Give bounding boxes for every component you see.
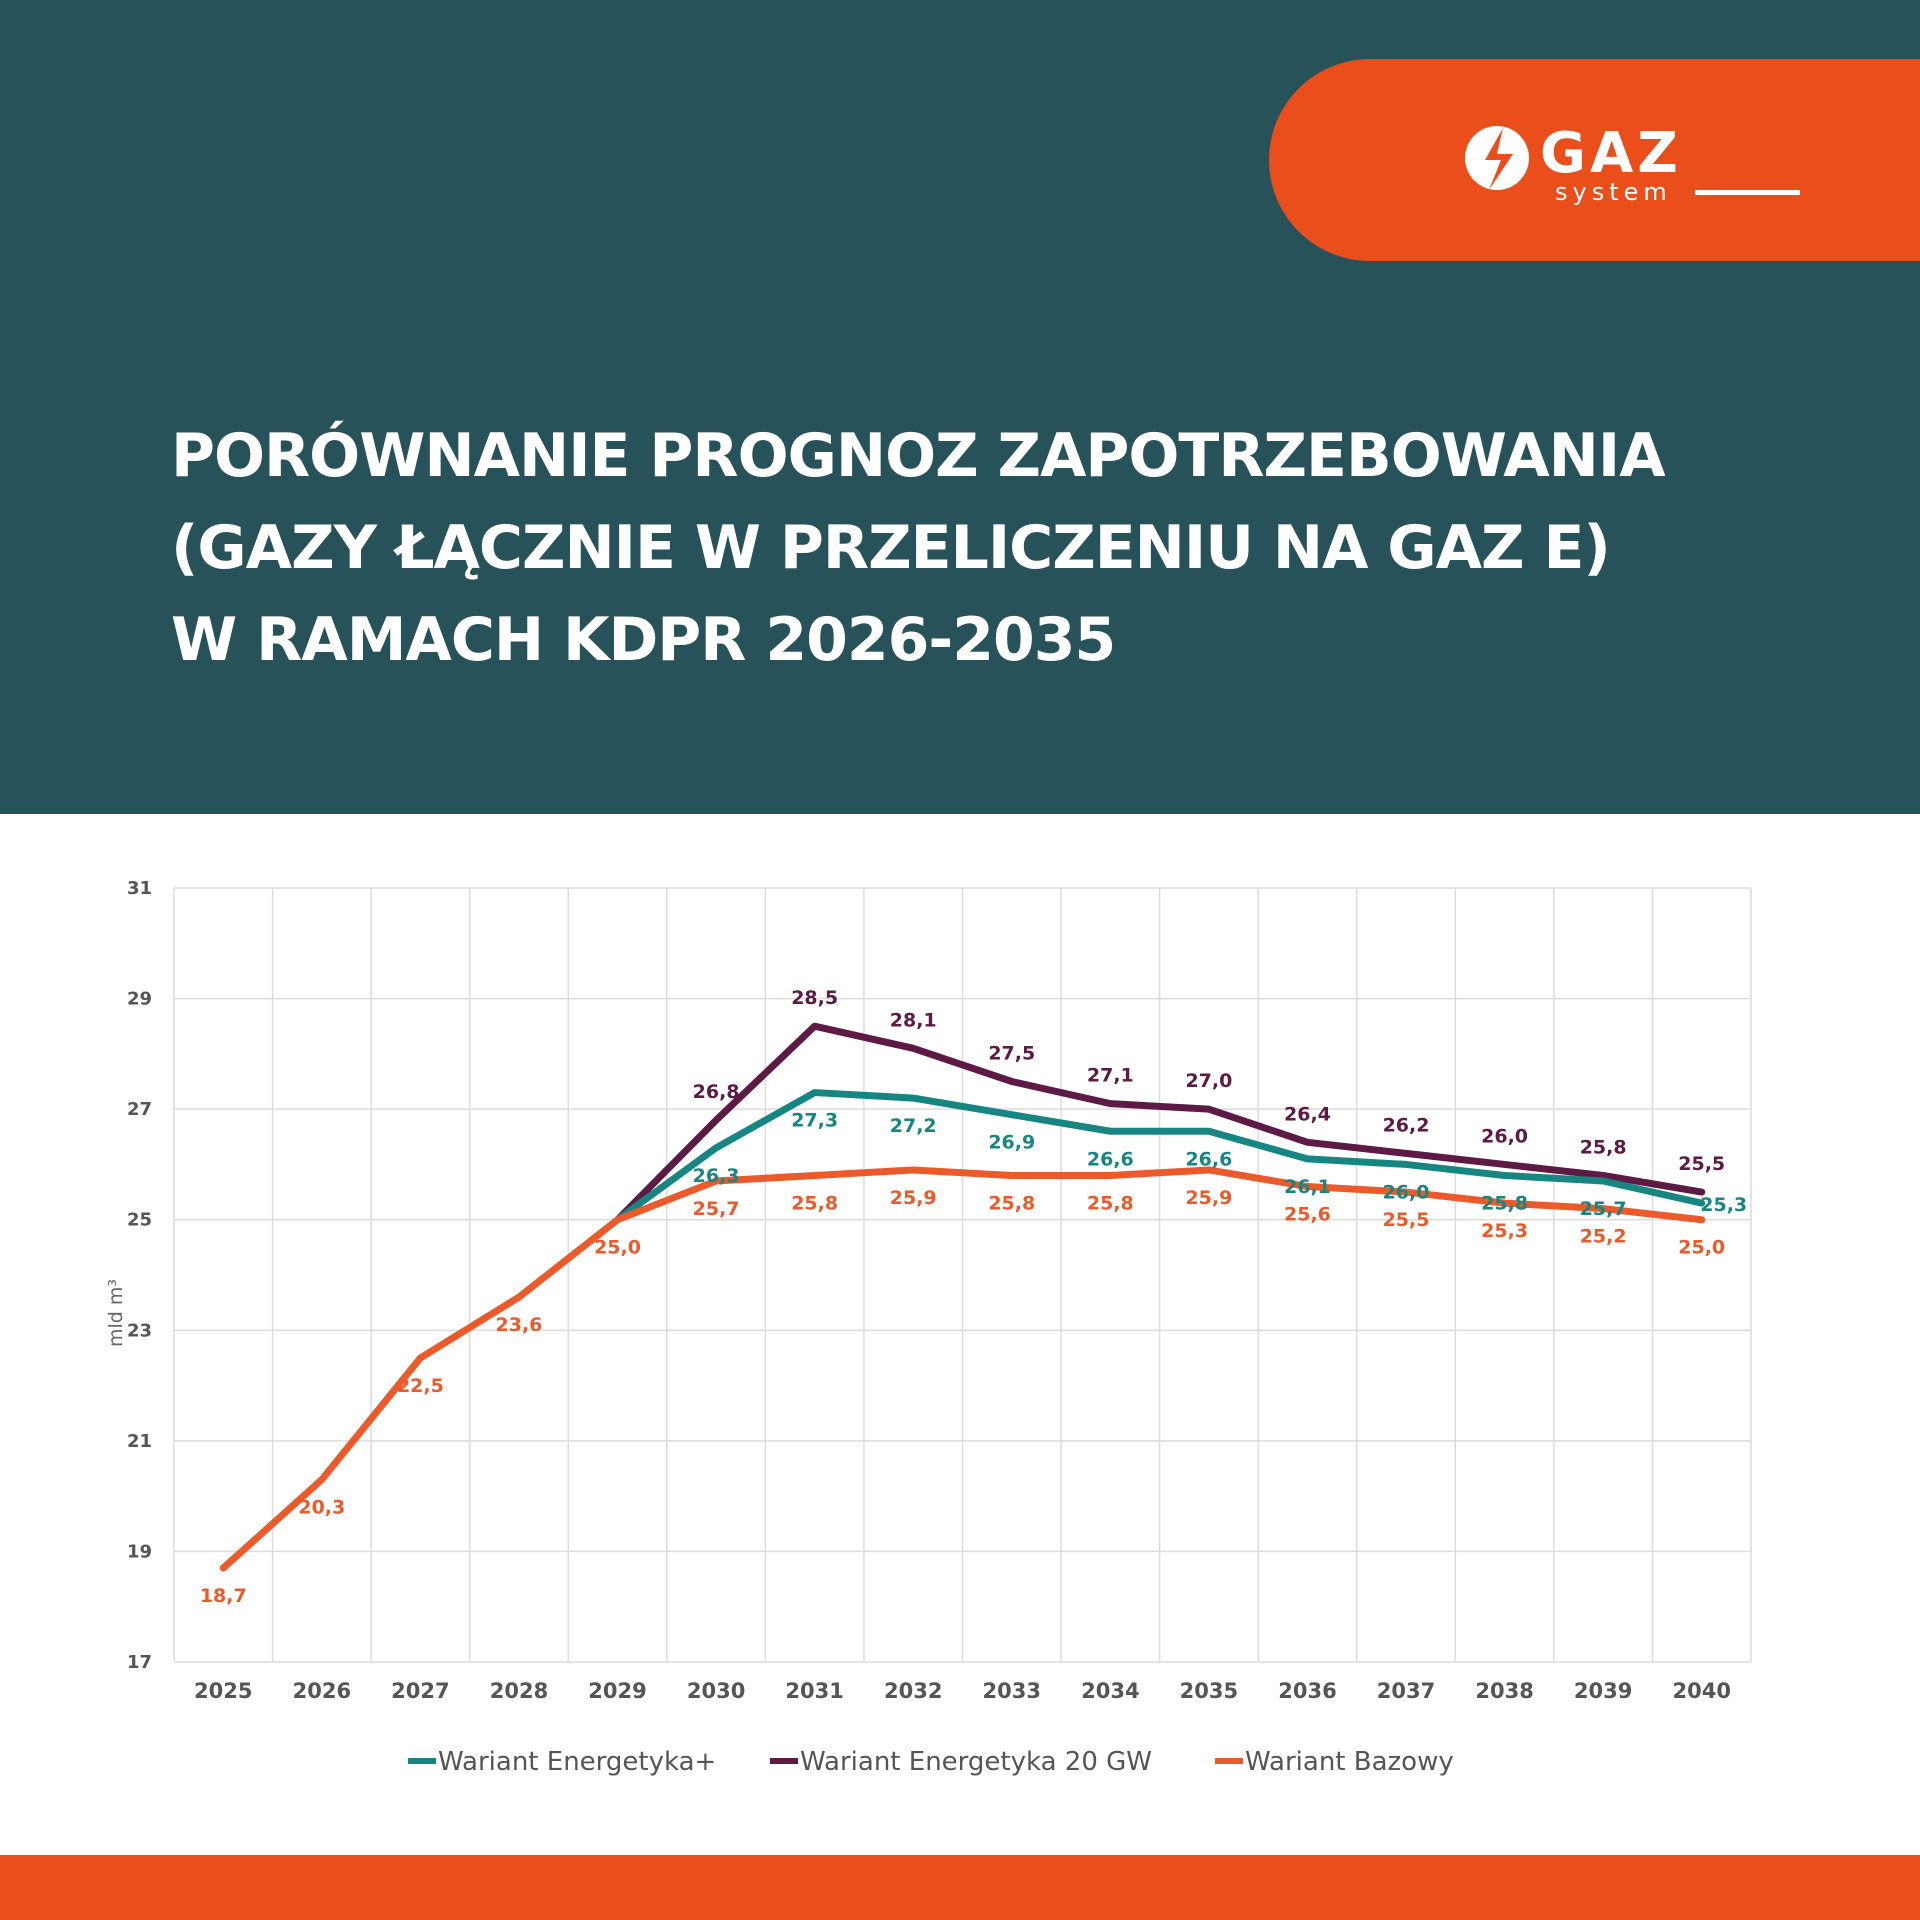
data-label: 27,5 [988,1043,1035,1065]
title-line: (GAZY ŁĄCZNIE W PRZELICZENIU NA GAZ E) [171,513,1611,583]
series-line-0 [614,1089,1706,1224]
x-tick-label: 2040 [1672,1679,1730,1703]
legend-label: Wariant Energetyka 20 GW [800,1747,1152,1777]
x-tick-label: 2034 [1081,1679,1139,1703]
x-tick-label: 2025 [194,1679,252,1703]
y-tick-label: 29 [127,989,152,1010]
data-label: 26,6 [1087,1148,1134,1170]
data-label: 27,0 [1185,1070,1232,1092]
y-tick-label: 23 [127,1320,152,1341]
x-tick-label: 2036 [1278,1679,1336,1703]
x-tick-label: 2026 [293,1679,351,1703]
x-tick-label: 2031 [785,1679,843,1703]
y-tick-label: 19 [127,1541,152,1562]
data-label: 26,4 [1284,1103,1331,1125]
data-label: 25,8 [1580,1136,1627,1158]
y-axis-label: mld m³ [105,1279,127,1347]
data-label: 25,9 [1185,1187,1232,1209]
data-label: 26,9 [988,1132,1035,1154]
data-label: 25,5 [1383,1209,1430,1231]
header-band: GAZ system PORÓWNANIE PROGNOZ ZAPOTRZEBO… [0,0,1920,814]
y-tick-label: 25 [127,1210,152,1231]
y-tick-label: 31 [127,878,152,899]
data-label: 28,1 [890,1009,937,1031]
data-label: 23,6 [496,1314,543,1336]
line-chart: 17 19 21 23 25 27 29 31 2025 2026 2027 2028 2029 2030… [105,878,1752,1777]
data-label: 28,5 [791,987,838,1009]
data-label: 26,0 [1481,1125,1528,1147]
data-label: 20,3 [298,1497,345,1519]
data-label: 26,3 [693,1165,740,1187]
data-label: 25,6 [1284,1204,1331,1226]
data-label: 25,3 [1700,1194,1747,1216]
x-tick-label: 2039 [1574,1679,1632,1703]
data-label: 26,1 [1284,1176,1331,1198]
data-label: 25,5 [1678,1153,1725,1175]
data-label: 26,8 [693,1081,740,1103]
footer-band [0,1855,1920,1920]
logo-pill [1269,59,1920,261]
x-tick-label: 2033 [983,1679,1041,1703]
data-label: 25,0 [1678,1237,1725,1259]
x-tick-label: 2030 [687,1679,745,1703]
data-label: 25,8 [1087,1192,1134,1214]
title-line: PORÓWNANIE PROGNOZ ZAPOTRZEBOWANIA [171,421,1666,491]
data-label: 26,2 [1383,1114,1430,1136]
data-label: 25,8 [1481,1192,1528,1214]
data-label: 27,2 [890,1115,937,1137]
x-tick-label: 2037 [1377,1679,1435,1703]
x-tick-label: 2029 [588,1679,646,1703]
data-label: 18,7 [200,1585,247,1607]
page-title: PORÓWNANIE PROGNOZ ZAPOTRZEBOWANIA (GAZY… [171,410,1666,686]
data-label: 25,8 [791,1192,838,1214]
legend-label: Wariant Energetyka+ [438,1747,716,1777]
data-label: 25,9 [890,1187,937,1209]
x-tick-label: 2027 [391,1679,449,1703]
data-label: 25,2 [1580,1226,1627,1248]
data-label: 25,0 [594,1237,641,1259]
x-tick-label: 2032 [884,1679,942,1703]
series-line-1 [614,1022,1706,1224]
y-tick-label: 27 [127,1099,152,1120]
data-label: 26,0 [1383,1181,1430,1203]
title-line: W RAMACH KDPR 2026-2035 [171,605,1116,675]
svg-text:system: system [1555,178,1672,206]
gaz-system-logo: GAZ system [1465,121,1800,206]
data-label: 25,8 [988,1192,1035,1214]
x-tick-label: 2028 [490,1679,548,1703]
svg-text:GAZ: GAZ [1540,121,1682,186]
data-label: 22,5 [397,1375,444,1397]
data-label: 27,1 [1087,1065,1134,1087]
y-tick-label: 21 [127,1431,152,1452]
x-tick-label: 2035 [1180,1679,1238,1703]
series-line-2 [219,1166,1706,1572]
data-label: 25,3 [1481,1220,1528,1242]
data-label: 26,6 [1185,1148,1232,1170]
data-label: 27,3 [791,1110,838,1132]
y-tick-label: 17 [127,1652,152,1673]
data-label: 25,7 [1580,1198,1627,1220]
x-tick-label: 2038 [1475,1679,1533,1703]
data-label: 25,7 [693,1198,740,1220]
legend-label: Wariant Bazowy [1245,1747,1454,1777]
